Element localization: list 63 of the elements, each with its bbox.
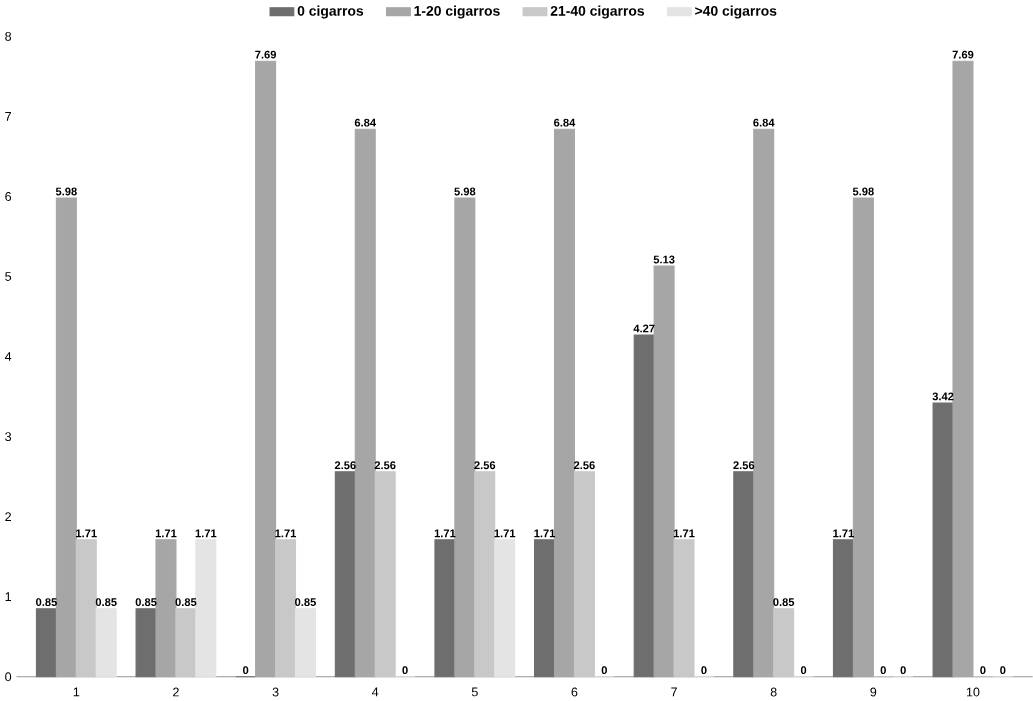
- data-label: 0.85: [295, 598, 316, 606]
- data-label: 1.71: [195, 529, 217, 538]
- data-label: 0.85: [175, 598, 197, 606]
- data-label: 2.56: [474, 461, 496, 470]
- y-tick-label: 2: [5, 512, 11, 521]
- y-tick-label: 3: [5, 432, 12, 441]
- data-label: 0: [402, 666, 408, 675]
- data-label: 1.71: [534, 529, 556, 538]
- data-label: 5.98: [852, 187, 874, 196]
- data-label: 2.56: [374, 461, 396, 470]
- data-label: 0: [601, 666, 607, 675]
- data-label: 0: [701, 666, 707, 675]
- y-tick-label: 5: [5, 272, 12, 281]
- data-label: 5.98: [55, 187, 77, 196]
- x-tick-label: 10: [966, 687, 980, 697]
- data-label: 1.71: [275, 529, 297, 538]
- data-label: 0: [243, 666, 249, 675]
- data-label: 7.69: [952, 50, 974, 59]
- data-label: 3.42: [932, 392, 954, 401]
- x-tick-label: 1: [73, 687, 80, 697]
- x-tick-label: 2: [173, 687, 179, 697]
- data-label: 6.84: [354, 118, 376, 127]
- data-label: 2.56: [334, 461, 356, 470]
- data-label: 1.71: [155, 529, 177, 538]
- data-label: 1.71: [673, 529, 695, 538]
- y-tick-label: 4: [4, 352, 12, 361]
- legend-label: 21-40 cigarros: [550, 5, 645, 19]
- y-tick-label: 6: [5, 191, 12, 201]
- y-tick-label: 8: [5, 31, 12, 41]
- data-label: 0.85: [773, 598, 795, 606]
- data-label: 0: [980, 666, 986, 675]
- legend-label: 1-20 cigarros: [414, 5, 500, 19]
- data-label: 0.85: [135, 598, 157, 606]
- data-label: 2.56: [733, 461, 755, 470]
- data-label: 2.56: [573, 461, 595, 470]
- data-label: 6.84: [554, 118, 576, 127]
- data-label: 0: [1000, 666, 1006, 675]
- x-tick-label: 4: [371, 687, 379, 697]
- data-label: 4.27: [633, 324, 655, 333]
- x-tick-label: 3: [272, 687, 279, 697]
- x-tick-label: 8: [770, 687, 777, 697]
- data-label: 1.71: [434, 529, 456, 538]
- data-label: 1.71: [833, 529, 854, 538]
- legend-label: >40 cigarros: [695, 5, 777, 19]
- y-tick-label: 7: [5, 112, 11, 121]
- data-label: 5.13: [653, 255, 675, 264]
- data-label: 0: [880, 666, 886, 675]
- data-label: 7.69: [255, 50, 277, 59]
- data-label: 0.85: [36, 598, 57, 606]
- y-tick-label: 0: [5, 672, 12, 682]
- data-label: 0.85: [95, 598, 117, 606]
- data-label: 0: [800, 666, 807, 675]
- x-tick-label: 5: [471, 687, 478, 697]
- data-label: 0: [900, 666, 906, 675]
- legend-label: 0 cigarros: [297, 5, 364, 19]
- x-tick-label: 6: [571, 687, 578, 697]
- x-tick-label: 9: [870, 687, 877, 697]
- data-label: 6.84: [753, 118, 775, 127]
- x-tick-label: 7: [671, 687, 677, 697]
- y-tick-label: 1: [5, 592, 11, 601]
- data-label: 1.71: [494, 529, 516, 538]
- data-label: 5.98: [454, 187, 476, 196]
- data-label: 1.71: [76, 529, 97, 538]
